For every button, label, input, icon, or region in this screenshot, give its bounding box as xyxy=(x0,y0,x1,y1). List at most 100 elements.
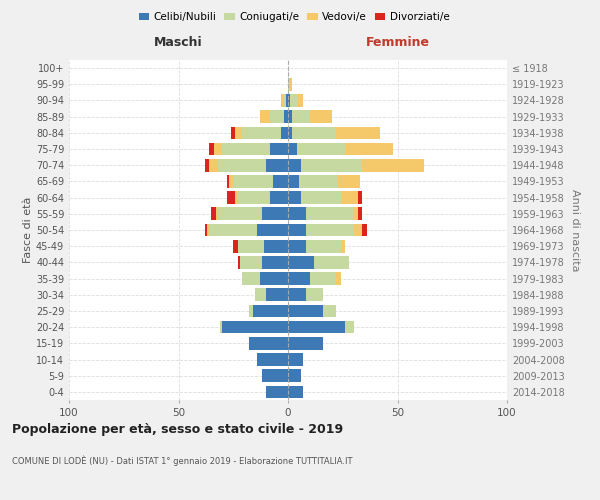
Bar xyxy=(284,110,288,123)
Bar xyxy=(242,126,281,139)
Bar xyxy=(253,304,288,318)
Bar xyxy=(301,159,362,172)
Bar xyxy=(238,256,240,268)
Bar xyxy=(218,159,266,172)
Y-axis label: Anni di nascita: Anni di nascita xyxy=(570,188,580,271)
Bar xyxy=(362,224,367,236)
Bar xyxy=(288,142,297,156)
Bar xyxy=(233,175,272,188)
Bar xyxy=(266,386,288,398)
Bar xyxy=(266,159,288,172)
Bar xyxy=(266,288,288,301)
Bar xyxy=(227,175,229,188)
Bar xyxy=(288,288,305,301)
Bar xyxy=(235,192,238,204)
Text: Femmine: Femmine xyxy=(365,36,430,49)
Bar xyxy=(238,240,264,252)
Bar xyxy=(288,353,304,366)
Bar xyxy=(231,126,235,139)
Bar xyxy=(288,272,310,285)
Bar xyxy=(281,94,284,107)
Bar xyxy=(205,224,207,236)
Bar xyxy=(242,272,260,285)
Bar xyxy=(310,110,332,123)
Bar xyxy=(305,288,323,301)
Bar xyxy=(338,175,360,188)
Bar xyxy=(341,192,358,204)
Bar xyxy=(233,240,238,252)
Bar xyxy=(305,224,354,236)
Bar xyxy=(248,304,253,318)
Bar xyxy=(229,175,233,188)
Bar xyxy=(223,142,271,156)
Bar xyxy=(288,370,301,382)
Bar xyxy=(362,159,424,172)
Bar xyxy=(341,240,345,252)
Bar xyxy=(288,224,305,236)
Text: COMUNE DI LODÈ (NU) - Dati ISTAT 1° gennaio 2019 - Elaborazione TUTTITALIA.IT: COMUNE DI LODÈ (NU) - Dati ISTAT 1° genn… xyxy=(12,455,353,466)
Bar xyxy=(290,78,292,90)
Bar xyxy=(305,240,341,252)
Bar xyxy=(288,78,290,90)
Bar xyxy=(301,192,341,204)
Text: Maschi: Maschi xyxy=(154,36,203,49)
Bar xyxy=(271,142,288,156)
Bar xyxy=(209,142,214,156)
Bar xyxy=(262,256,288,268)
Bar xyxy=(323,304,336,318)
Bar xyxy=(262,370,288,382)
Bar xyxy=(299,175,338,188)
Bar xyxy=(240,256,262,268)
Bar xyxy=(292,110,310,123)
Bar xyxy=(288,208,305,220)
Bar xyxy=(288,175,299,188)
Bar xyxy=(310,272,336,285)
Bar xyxy=(288,110,292,123)
Bar xyxy=(345,321,354,334)
Bar xyxy=(288,126,292,139)
Bar xyxy=(260,272,288,285)
Bar xyxy=(209,159,218,172)
Bar xyxy=(218,208,262,220)
Bar xyxy=(209,224,257,236)
Bar xyxy=(238,192,271,204)
Bar xyxy=(305,208,354,220)
Legend: Celibi/Nubili, Coniugati/e, Vedovi/e, Divorziati/e: Celibi/Nubili, Coniugati/e, Vedovi/e, Di… xyxy=(134,8,454,26)
Bar xyxy=(222,321,288,334)
Bar xyxy=(290,94,297,107)
Bar xyxy=(358,192,362,204)
Bar xyxy=(260,110,271,123)
Bar xyxy=(214,142,222,156)
Bar xyxy=(272,175,288,188)
Bar xyxy=(271,192,288,204)
Bar xyxy=(358,208,362,220)
Bar xyxy=(281,126,288,139)
Bar xyxy=(284,94,286,107)
Bar xyxy=(216,208,218,220)
Bar xyxy=(288,304,323,318)
Bar xyxy=(354,224,362,236)
Bar xyxy=(297,94,304,107)
Bar xyxy=(211,208,216,220)
Bar xyxy=(257,224,288,236)
Bar xyxy=(288,321,345,334)
Bar xyxy=(248,337,288,349)
Bar xyxy=(207,224,209,236)
Bar xyxy=(257,353,288,366)
Bar xyxy=(314,256,349,268)
Bar xyxy=(297,142,345,156)
Bar xyxy=(336,126,380,139)
Bar xyxy=(288,240,305,252)
Bar xyxy=(227,192,235,204)
Bar xyxy=(292,126,336,139)
Bar xyxy=(288,94,290,107)
Bar xyxy=(205,159,209,172)
Bar xyxy=(345,142,393,156)
Bar xyxy=(288,256,314,268)
Bar xyxy=(271,110,284,123)
Bar xyxy=(336,272,341,285)
Bar xyxy=(354,208,358,220)
Y-axis label: Fasce di età: Fasce di età xyxy=(23,197,33,263)
Bar xyxy=(220,321,222,334)
Bar xyxy=(255,288,266,301)
